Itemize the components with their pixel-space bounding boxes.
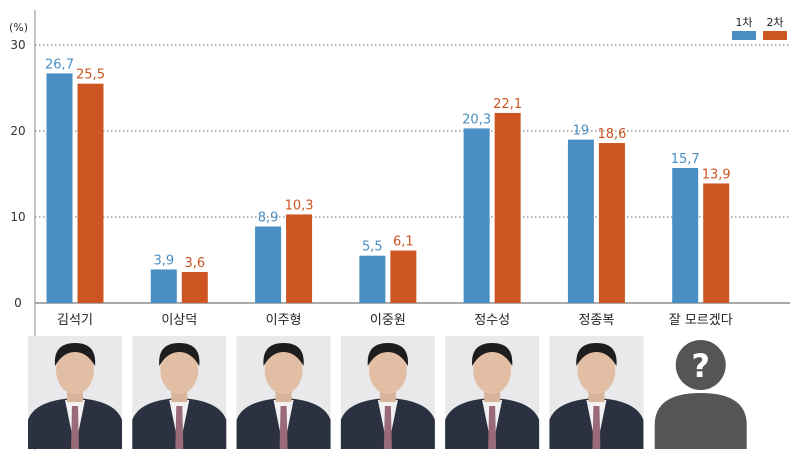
face-shape [577, 346, 616, 394]
face-shape [264, 346, 303, 394]
hair-shape [159, 343, 200, 366]
data-label: 19 [573, 124, 590, 139]
person-photo [549, 336, 644, 449]
bar-series2 [494, 112, 521, 303]
data-label: 5,5 [362, 240, 383, 255]
legend-label: 2차 [766, 16, 783, 29]
hair-shape [576, 343, 617, 366]
face-shape [56, 346, 94, 394]
y-tick-label: 10 [10, 210, 25, 224]
y-tick-label: 0 [14, 296, 22, 310]
bar-series1 [255, 226, 282, 303]
candidate-photos: ? [28, 336, 747, 449]
face-shape [160, 346, 199, 394]
data-label: 15,7 [671, 152, 700, 167]
bar-series2 [390, 250, 417, 303]
legend-swatch [763, 31, 787, 40]
data-label: 26,7 [45, 57, 74, 72]
bar-series2 [598, 143, 625, 303]
data-label: 8,9 [258, 210, 279, 225]
bar-series1 [567, 139, 594, 303]
legend: 1차 2차 [732, 16, 787, 40]
data-label: 10,3 [285, 198, 314, 213]
person-photo [28, 336, 122, 449]
head-shape [675, 340, 726, 390]
data-label: 20,3 [462, 112, 491, 127]
data-label: 6,1 [393, 235, 414, 250]
hair-shape [263, 343, 304, 366]
y-tick-label: 30 [10, 38, 25, 52]
tie-shape [175, 406, 184, 449]
face-shape [473, 346, 512, 394]
data-label: 22,1 [493, 97, 522, 112]
data-label: 25,5 [76, 68, 105, 83]
tie-shape [488, 406, 497, 449]
y-tick-label: 20 [10, 124, 25, 138]
category-label: 잘 모르겠다 [669, 313, 733, 328]
data-label: 18,6 [597, 127, 626, 142]
data-label: 13,9 [702, 167, 731, 182]
tie-shape [279, 406, 288, 449]
data-label: 3,6 [184, 256, 205, 271]
category-label: 정종복 [578, 313, 614, 328]
bar-series2 [286, 214, 313, 303]
bar-series1 [463, 128, 490, 303]
question-mark-icon: ? [691, 347, 710, 385]
shoulders-shape [654, 393, 747, 449]
bar-series2 [181, 272, 208, 303]
legend-swatch [732, 31, 756, 40]
bar-series1 [359, 255, 386, 303]
bar-series1 [46, 73, 73, 303]
face-shape [368, 346, 407, 394]
category-label: 정수성 [474, 313, 510, 328]
category-labels: 김석기 이상덕 이주형 이중원 정수성 정종복 잘 모르겠다 [57, 313, 733, 328]
hair-shape [367, 343, 409, 366]
tie-shape [383, 406, 392, 449]
tie-shape [592, 406, 601, 449]
category-label: 이상덕 [161, 313, 197, 328]
value-labels: 26,725,5 3,9 3,6 8,9 10,3 5,5 6,1 20,322,1 19 18,… [45, 57, 731, 271]
bars [46, 73, 730, 303]
hair-shape [471, 343, 513, 366]
person-photo [445, 336, 540, 449]
person-photo [236, 336, 331, 449]
question-mark-person-icon: ? [654, 340, 747, 449]
bar-series2 [77, 83, 104, 303]
legend-label: 1차 [735, 16, 752, 29]
bar-series1 [150, 269, 177, 303]
category-label: 이중원 [370, 313, 406, 328]
person-photo [132, 336, 227, 449]
unit-label: (%) [9, 21, 28, 34]
hair-shape [54, 343, 96, 366]
person-photo [340, 336, 435, 449]
bar-series1 [672, 167, 699, 303]
bar-series2 [703, 183, 730, 303]
tie-shape [71, 406, 79, 449]
category-label: 김석기 [57, 313, 93, 328]
category-label: 이주형 [266, 313, 302, 328]
data-label: 3,9 [153, 253, 174, 268]
